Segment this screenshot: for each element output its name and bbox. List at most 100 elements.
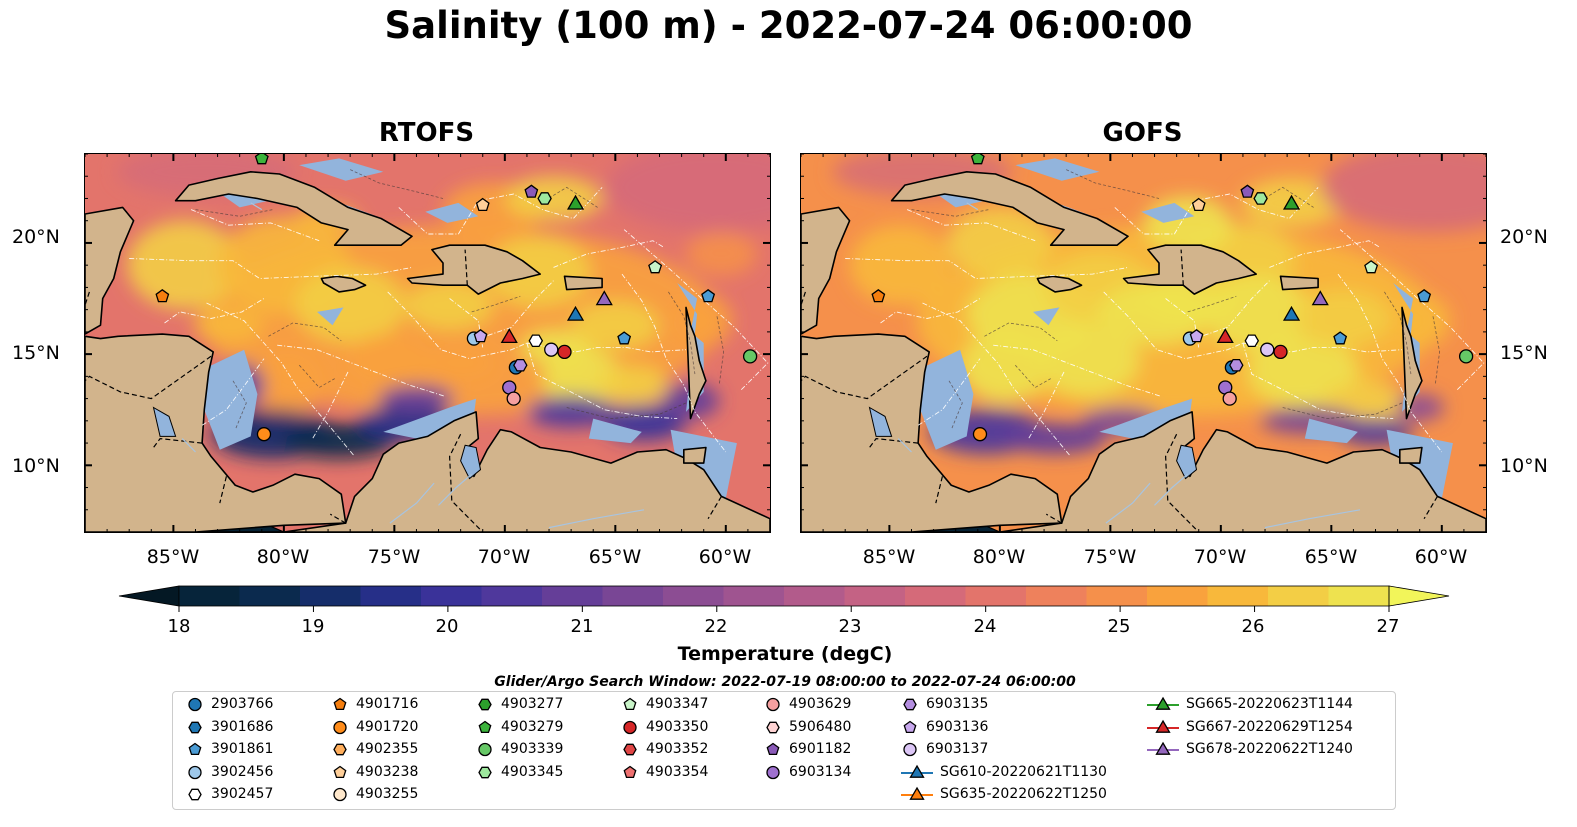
legend-item: 4901720 — [330, 716, 418, 738]
shallow-shelf — [1015, 158, 1100, 181]
shallow-shelf — [1386, 429, 1453, 499]
legend-item: 4903277 — [475, 693, 563, 715]
colorbar-segment — [1207, 586, 1269, 606]
eez-boundary — [190, 209, 320, 242]
bathymetry-contour — [948, 380, 963, 430]
legend-symbol — [623, 697, 637, 711]
legend-marker-circle — [188, 697, 202, 712]
legend-item: 4903345 — [475, 761, 563, 783]
panel-title-rtofs: RTOFS — [378, 118, 475, 148]
legend-label: 4903345 — [501, 763, 564, 780]
land-hispaniola — [406, 244, 542, 295]
obs-marker-3901861 — [1417, 288, 1432, 303]
field-low-ne — [604, 154, 770, 233]
colorbar-segment — [1026, 586, 1087, 606]
country-border — [935, 476, 943, 504]
colorbar-frame — [178, 585, 1390, 607]
country-border — [219, 476, 227, 504]
legend-label: SG665-20220623T1144 — [1186, 696, 1353, 712]
legend-item: SG678-20220622T1240 — [1146, 738, 1353, 760]
legend-symbol — [903, 698, 917, 711]
bathymetry-contour — [1066, 169, 1160, 199]
field-low-ne — [1320, 154, 1486, 233]
legend-marker-circle — [623, 720, 637, 734]
legend-marker-pentagon — [188, 742, 202, 756]
legend-label: 5906480 — [789, 718, 852, 735]
eez-boundary — [201, 358, 265, 426]
country-border — [85, 355, 212, 400]
legend-item: 5906480 — [763, 716, 851, 738]
country-border — [1045, 513, 1063, 524]
obs-marker-3902457 — [528, 334, 544, 348]
obs-marker-6901182 — [1240, 184, 1255, 198]
legend-item: 4903238 — [330, 761, 418, 783]
obs-marker-4903629 — [1222, 391, 1237, 406]
obs-marker-4903345 — [537, 192, 552, 205]
legend-item: 3901861 — [185, 738, 273, 760]
legend-label: 6903137 — [926, 741, 989, 757]
obs-marker-4903279 — [254, 154, 269, 165]
lat-label-15: 15°N — [12, 342, 60, 364]
obs-marker-SG665-20220623T1144 — [566, 194, 585, 210]
shallow-shelf — [1141, 202, 1195, 223]
legend-label: 6903135 — [926, 696, 989, 712]
lake-nicaragua — [152, 406, 177, 437]
legend-item: 6903135 — [900, 693, 988, 715]
legend-marker-hexagon — [188, 721, 202, 733]
legend-symbol — [478, 766, 492, 778]
river — [548, 509, 645, 529]
bathymetry-contour — [911, 209, 989, 217]
legend-label: SG678-20220622T1240 — [1186, 741, 1353, 757]
lon-label-85w-gofs: 85°W — [862, 546, 916, 568]
land-cuba — [174, 170, 413, 246]
colorbar-extend-high — [1388, 585, 1450, 607]
lat-label-20-right: 20°N — [1500, 226, 1548, 248]
legend-symbol — [1155, 696, 1171, 710]
field-high — [946, 207, 1053, 279]
eez-boundary — [553, 240, 665, 268]
legend-label: 4903339 — [501, 741, 564, 757]
legend-label: 6903136 — [926, 718, 989, 735]
bathymetry-contour — [566, 402, 687, 420]
legend-label: 3902456 — [211, 763, 274, 780]
river — [181, 438, 196, 453]
legend-label: SG610-20220621T1130 — [940, 763, 1107, 780]
colorbar-tick-24: 24 — [973, 616, 997, 637]
legend-marker-pentagon — [623, 765, 637, 778]
field-high — [849, 225, 952, 306]
lat-label-15-right: 15°N — [1500, 342, 1548, 364]
colorbar-tick-26: 26 — [1241, 616, 1265, 637]
country-border — [801, 291, 806, 306]
obs-marker-6903137 — [1260, 342, 1275, 357]
country-border — [153, 437, 203, 448]
legend-item: SG635-20220622T1250 — [900, 783, 1107, 805]
legend-symbol — [909, 764, 925, 778]
legend-marker-pentagon — [478, 720, 492, 733]
colorbar-segment — [1086, 586, 1148, 606]
lake-nicaragua — [868, 406, 893, 437]
eez-boundary — [398, 187, 603, 235]
obs-marker-4903350 — [557, 344, 572, 360]
obs-marker-4901720 — [972, 427, 988, 442]
obs-marker-4903350 — [1273, 344, 1288, 360]
field-high — [597, 365, 669, 406]
colorbar-segment — [784, 586, 845, 606]
legend-marker-circle — [766, 765, 780, 779]
legend-symbol — [766, 765, 780, 779]
legend: 2903766 3901686 3901861 3902456 3902457 49017… — [172, 691, 1396, 810]
obs-marker-4903279 — [970, 154, 985, 165]
lon-label-80w-gofs: 80°W — [972, 546, 1026, 568]
land-puertoRico — [563, 275, 603, 291]
legend-marker-pentagon — [333, 697, 347, 711]
obs-marker-6903136 — [1189, 328, 1204, 343]
legend-label: 4903279 — [501, 718, 564, 735]
lat-label-10: 10°N — [12, 455, 60, 477]
lake-maracaibo — [1176, 444, 1198, 480]
lon-label-65w: 65°W — [588, 546, 642, 568]
legend-symbol — [903, 742, 917, 757]
legend-label: 4903238 — [356, 763, 419, 780]
legend-symbol — [188, 742, 202, 756]
legend-item: 4903352 — [620, 738, 708, 760]
legend-label: 4903255 — [356, 786, 419, 802]
legend-marker-hexagon — [333, 743, 347, 756]
